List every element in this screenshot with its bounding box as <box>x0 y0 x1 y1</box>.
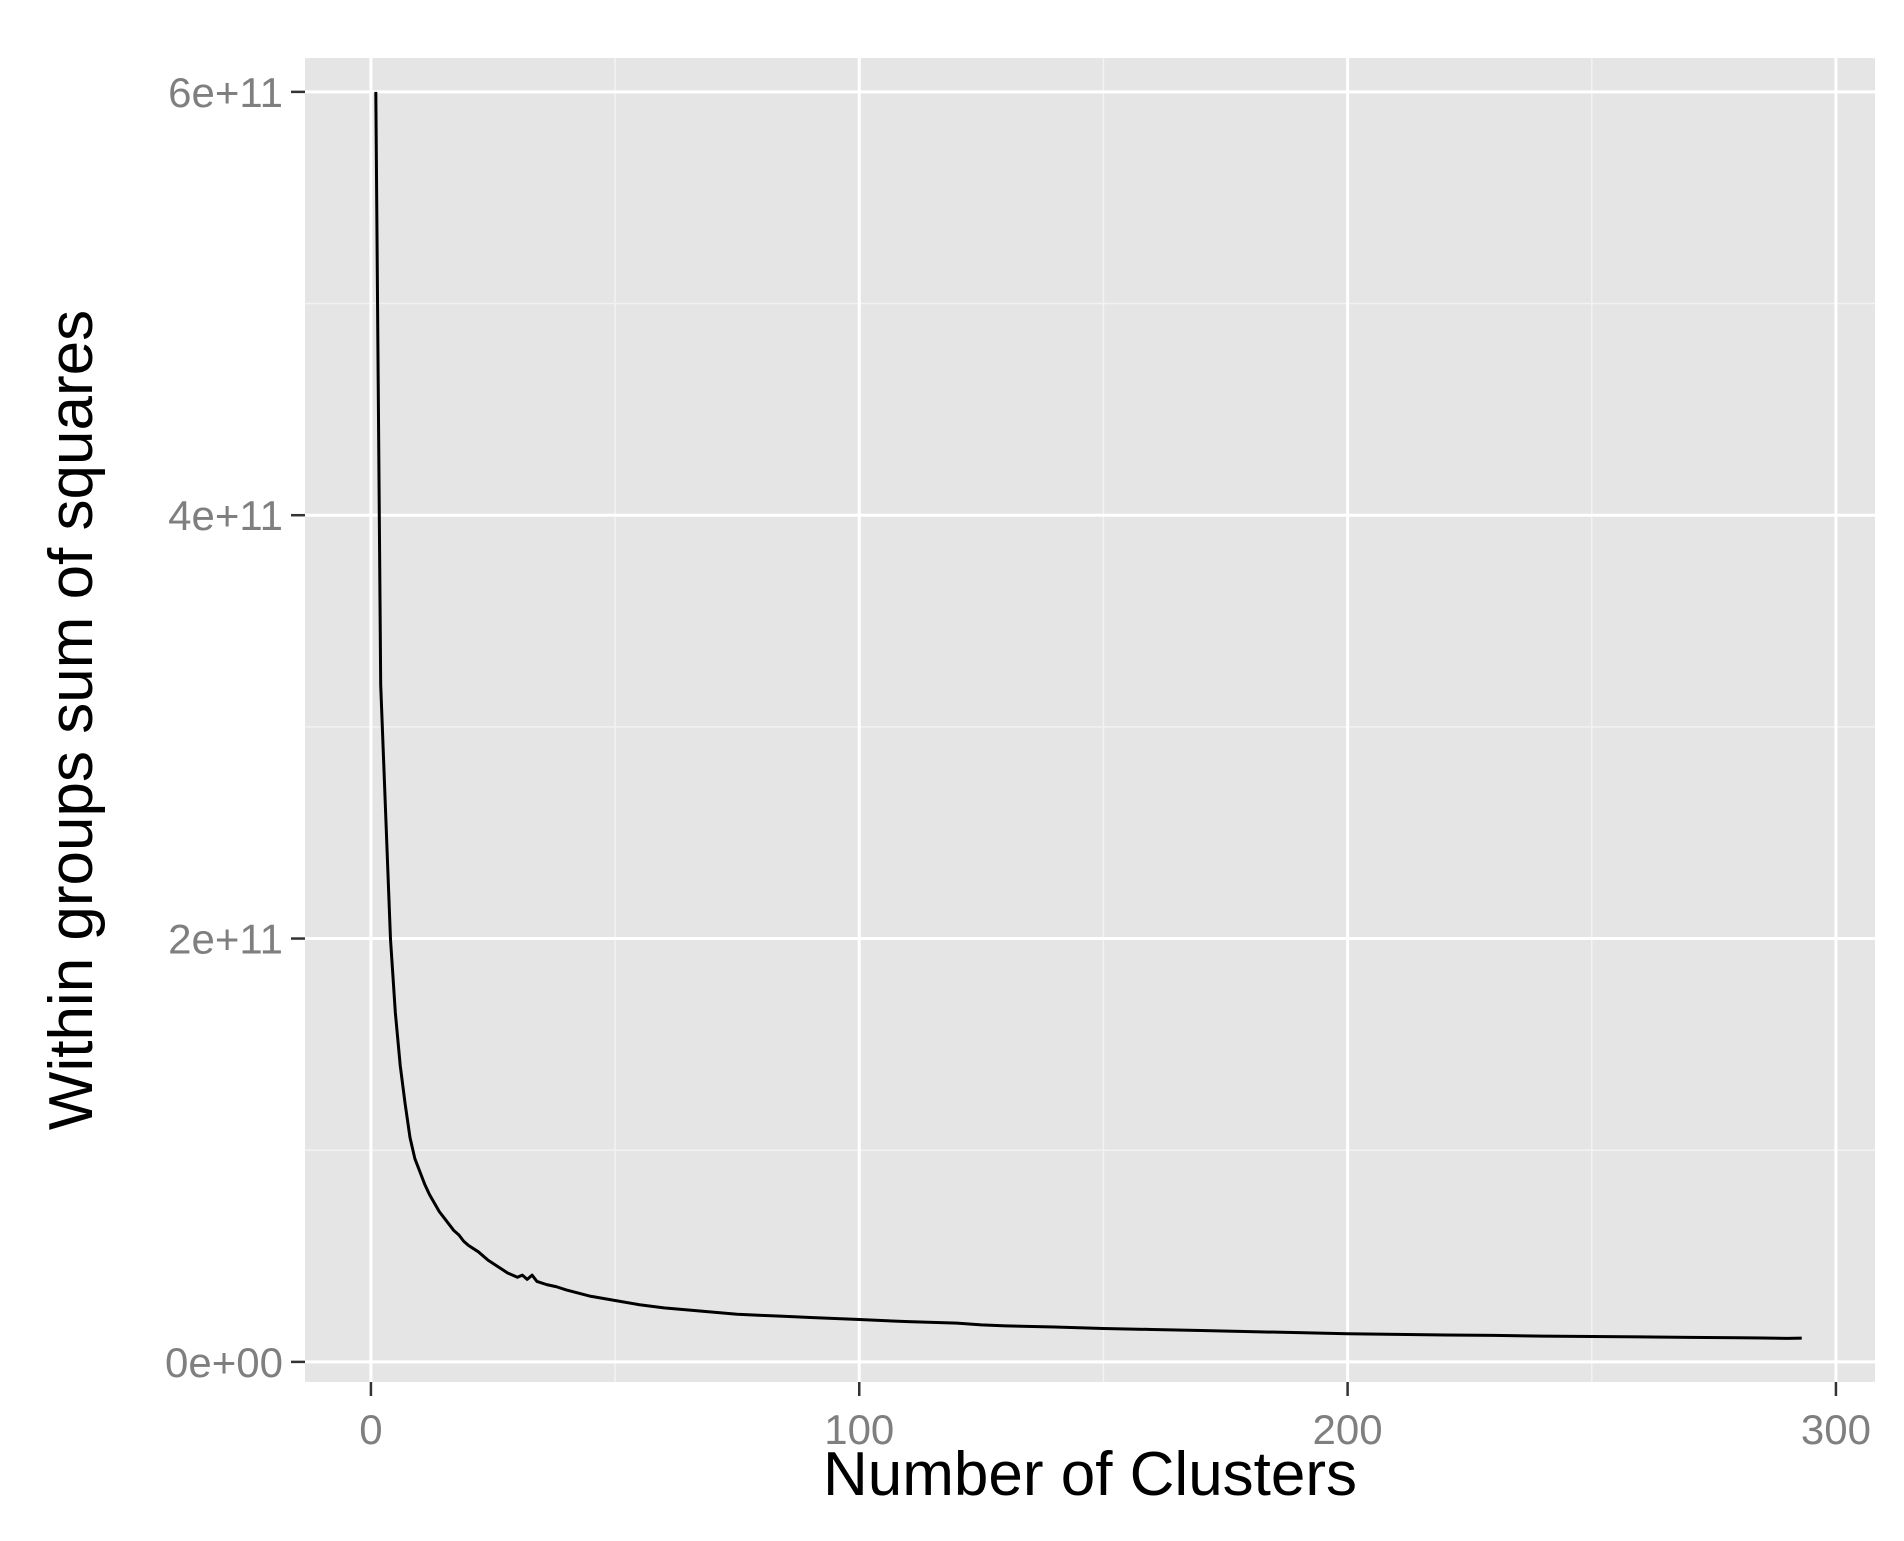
x-tick-label: 300 <box>1801 1406 1871 1453</box>
x-axis-title: Number of Clusters <box>823 1440 1357 1509</box>
minor-gridlines <box>305 58 1875 1382</box>
y-tick-label: 2e+11 <box>168 916 283 963</box>
plot-panel <box>305 58 1875 1382</box>
y-tick-label: 6e+11 <box>168 69 283 116</box>
x-tick-label: 200 <box>1313 1406 1383 1453</box>
series-line <box>374 91 1802 1340</box>
series-layer <box>374 91 1802 1340</box>
x-axis: 0 100 200 300 <box>359 1382 1871 1453</box>
y-axis-title: Within groups sum of squares <box>37 310 106 1130</box>
major-gridlines <box>305 58 1875 1382</box>
y-tick-label: 4e+11 <box>168 492 283 539</box>
x-tick-label: 100 <box>824 1406 894 1453</box>
y-tick-label: 0e+00 <box>165 1339 283 1386</box>
y-axis: 0e+00 2e+11 4e+11 6e+11 <box>165 69 305 1386</box>
x-tick-label: 0 <box>359 1406 382 1453</box>
